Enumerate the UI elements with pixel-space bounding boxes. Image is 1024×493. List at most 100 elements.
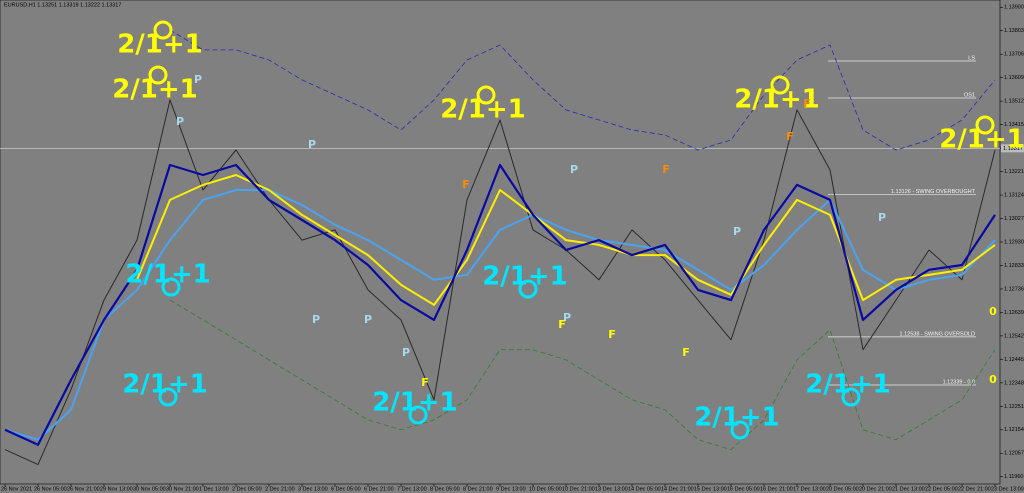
x-tick-label: 6 Dec 05:00	[331, 486, 361, 492]
y-tick-label: 1.11960	[1004, 474, 1023, 480]
signal-circle	[161, 277, 181, 297]
signal-label: 2/1+1	[805, 370, 891, 400]
x-tick-label: 13 Dec 13:00	[595, 486, 628, 492]
series-line	[4, 99, 996, 466]
signal-circle	[841, 387, 861, 407]
signal-label: F	[608, 328, 616, 341]
y-tick-label: 1.13803	[1004, 28, 1024, 34]
level-label: LS	[968, 55, 975, 61]
signal-circle	[148, 65, 168, 85]
signal-label: P	[364, 313, 372, 326]
signal-label: P	[733, 225, 741, 238]
y-tick-label: 1.12639	[1004, 310, 1024, 316]
signal-circle	[518, 279, 538, 299]
x-tick-label: 22 Dec 05:00	[925, 486, 958, 492]
signal-label: 2/1+1	[694, 403, 780, 433]
signal-circle	[408, 405, 428, 425]
x-tick-label: 16 Dec 21:00	[760, 486, 793, 492]
x-tick-label: 7 Dec 13:00	[397, 486, 427, 492]
signal-label: F	[803, 97, 811, 110]
x-tick-label: 8 Dec 21:00	[463, 486, 493, 492]
series-line	[4, 163, 996, 446]
signal-circle	[730, 420, 750, 440]
signal-label: 0	[989, 305, 997, 318]
signal-label: 2/1+1	[125, 260, 211, 290]
y-tick-label: 1.12833	[1004, 263, 1024, 269]
y-tick-label: 1.13512	[1004, 99, 1024, 105]
x-tick-label: 30 Nov 21:00	[166, 486, 199, 492]
signal-label: F	[662, 163, 670, 176]
y-tick-label: 1.13609	[1004, 75, 1024, 81]
x-tick-label: 10 Dec 05:00	[529, 486, 562, 492]
signal-label: P	[312, 313, 320, 326]
y-tick-label: 1.13124	[1004, 193, 1024, 199]
chart-title: EURUSD,H1 1.13251 1.13319 1.13222 1.1331…	[4, 2, 121, 8]
y-tick-label: 1.12736	[1004, 286, 1024, 292]
signal-label: 2/1+1	[117, 30, 203, 60]
x-tick-label: 14 Dec 21:00	[661, 486, 694, 492]
signal-label: 2/1+1	[734, 85, 820, 115]
x-tick-label: 29 Nov 13:00	[100, 486, 133, 492]
x-tick-label: 21 Dec 13:00	[892, 486, 925, 492]
signal-label: P	[563, 311, 571, 324]
signal-label: P	[308, 138, 316, 151]
y-tick-label: 1.13706	[1004, 52, 1024, 58]
signal-circle	[975, 115, 995, 135]
level-label: OS1	[964, 92, 975, 98]
x-tick-label: 10 Dec 21:00	[562, 486, 595, 492]
y-tick-label: 1.12251	[1004, 404, 1024, 410]
x-tick-label: 26 Nov 05:00	[34, 486, 67, 492]
signal-circle	[770, 75, 790, 95]
x-tick-label: 30 Nov 05:00	[133, 486, 166, 492]
series-line	[169, 29, 996, 151]
y-tick-label: 1.12542	[1004, 333, 1024, 339]
y-tick-label: 1.12154	[1004, 427, 1024, 433]
signal-circle	[153, 20, 173, 40]
level-label: 1.12538 - SWING OVERSOLD	[900, 331, 976, 337]
level-label: 1.12339 - 0.0	[943, 379, 975, 385]
signal-label: 2/1+1	[939, 125, 1024, 155]
signal-label: P	[176, 115, 184, 128]
signal-label: F	[682, 346, 690, 359]
plot-area	[0, 0, 1001, 485]
x-tick-label: 17 Dec 13:00	[793, 486, 826, 492]
signal-label: 2/1+1	[372, 388, 458, 418]
signal-label: 2/1+1	[122, 370, 208, 400]
series-line	[169, 299, 996, 450]
signal-label: F	[558, 318, 566, 331]
x-tick-label: 23 Dec 13:00	[991, 486, 1024, 492]
y-tick-label: 1.13900	[1004, 5, 1024, 11]
x-tick-label: 22 Dec 21:00	[958, 486, 991, 492]
signal-label: 2/1+1	[482, 262, 568, 292]
y-tick-label: 1.12930	[1004, 239, 1024, 245]
signal-circle	[158, 387, 178, 407]
x-tick-label: 14 Dec 05:00	[628, 486, 661, 492]
x-tick-label: 20 Dec 05:00	[826, 486, 859, 492]
y-tick-label: 1.13027	[1004, 216, 1024, 222]
signal-label: 0	[989, 373, 997, 386]
x-tick-label: 1 Dec 13:00	[199, 486, 229, 492]
series-line	[136, 174, 996, 306]
signal-label: 2/1+1	[440, 95, 526, 125]
y-tick-label: 1.13415	[1004, 122, 1024, 128]
x-tick-label: 26 Nov 21:00	[67, 486, 100, 492]
x-tick-label: 2 Dec 05:00	[232, 486, 262, 492]
signal-label: F	[421, 376, 429, 389]
signal-label: P	[194, 73, 202, 86]
x-tick-label: 6 Dec 21:00	[364, 486, 394, 492]
y-tick-label: 1.13221	[1004, 169, 1024, 175]
signal-label: 2/1+1	[112, 75, 198, 105]
x-tick-label: 3 Dec 13:00	[298, 486, 328, 492]
signal-label: F	[786, 130, 794, 143]
signal-circle	[476, 85, 496, 105]
y-tick-label: 1.12445	[1004, 357, 1024, 363]
x-tick-label: 2 Dec 21:00	[265, 486, 295, 492]
x-tick-label: 9 Dec 13:00	[496, 486, 526, 492]
signal-label: P	[402, 346, 410, 359]
y-tick-label: 1.12057	[1004, 451, 1024, 457]
x-tick-label: 16 Dec 05:00	[727, 486, 760, 492]
x-tick-label: 8 Dec 05:00	[430, 486, 460, 492]
x-tick-label: 20 Dec 21:00	[859, 486, 892, 492]
x-tick-label: 15 Dec 13:00	[694, 486, 727, 492]
